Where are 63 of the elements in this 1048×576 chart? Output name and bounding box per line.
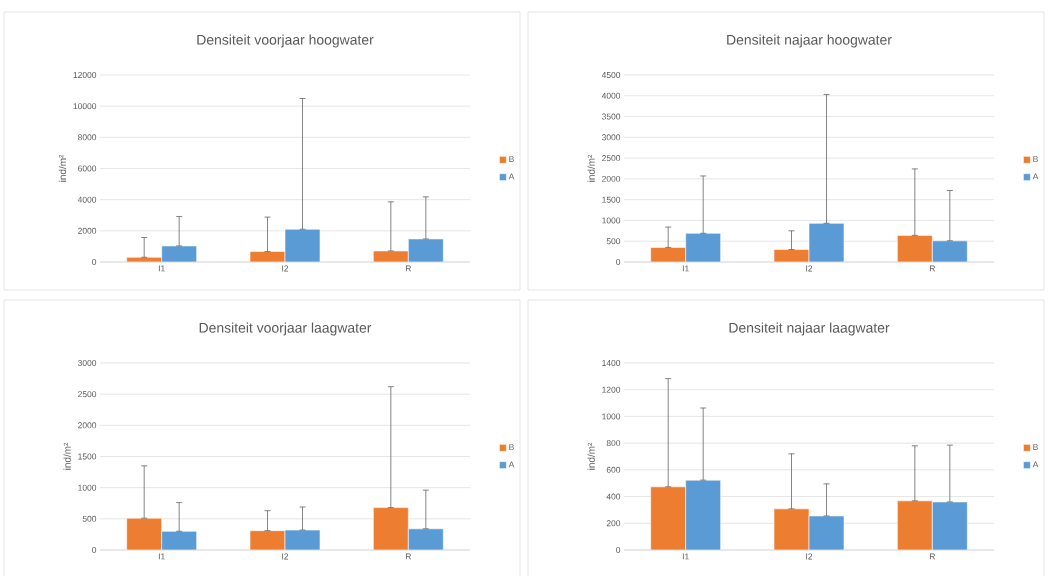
y-tick-label: 4000 (601, 92, 621, 99)
y-tick-label: 4000 (77, 196, 97, 203)
legend-label: A (1032, 461, 1039, 468)
x-tick-label: I1 (158, 553, 165, 560)
legend-label: A (1032, 173, 1039, 180)
y-tick-label: 1000 (602, 217, 621, 224)
x-tick-label: R (405, 553, 411, 560)
y-tick-label: 1200 (602, 386, 621, 393)
legend-label: B (509, 444, 514, 450)
x-tick-label: I2 (806, 265, 813, 272)
x-tick-label: I2 (806, 553, 813, 560)
y-tick-label: 2000 (78, 227, 97, 234)
bar (932, 501, 968, 550)
y-tick-label: 8000 (78, 134, 97, 141)
y-tick-label: 3000 (601, 134, 621, 141)
y-axis-title: ind/m² (587, 442, 595, 470)
x-tick-label: I2 (282, 553, 289, 560)
chart-title: Densiteit najaar hoogwater (727, 34, 892, 48)
y-tick-label: 12000 (73, 71, 97, 78)
y-tick-label: 10000 (73, 103, 97, 110)
legend-label: B (509, 156, 514, 162)
y-axis-title: ind/m² (587, 154, 595, 182)
y-tick-label: 500 (82, 515, 97, 522)
y-axis-title: ind/m² (58, 154, 67, 182)
y-tick-label: 400 (606, 493, 621, 500)
y-tick-label: 0 (92, 258, 97, 265)
chart-title: Densiteit voorjaar laagwater (199, 322, 372, 336)
bar (685, 479, 721, 550)
x-tick-label: R (929, 265, 935, 272)
chart-title: Densiteit voorjaar hoogwater (197, 34, 374, 48)
legend-label: A (508, 173, 515, 180)
y-tick-label: 6000 (78, 165, 97, 172)
chart-title: Densiteit najaar laagwater (729, 322, 890, 336)
y-tick-label: 0 (616, 546, 621, 553)
y-tick-label: 200 (606, 520, 621, 527)
y-tick-label: 0 (92, 546, 97, 553)
y-tick-label: 3000 (77, 360, 97, 366)
y-tick-label: 1400 (602, 359, 621, 366)
y-tick-label: 800 (606, 440, 621, 447)
y-tick-label: 3500 (601, 113, 621, 120)
x-tick-label: R (405, 265, 411, 272)
y-tick-label: 2500 (602, 155, 621, 162)
y-tick-label: 4500 (601, 72, 621, 78)
legend-label: B (1033, 156, 1038, 162)
legend-label: A (508, 461, 515, 468)
y-axis-title: ind/m² (63, 442, 71, 470)
y-tick-label: 2000 (602, 175, 621, 182)
x-tick-label: I1 (682, 265, 689, 272)
y-tick-label: 2500 (78, 391, 97, 398)
x-tick-label: I1 (682, 553, 689, 560)
y-tick-label: 1000 (602, 413, 621, 420)
x-tick-label: I1 (158, 265, 165, 272)
y-tick-label: 1500 (78, 453, 97, 460)
y-tick-label: 500 (606, 238, 621, 245)
y-tick-label: 600 (606, 466, 621, 473)
y-tick-label: 0 (616, 258, 621, 265)
y-tick-label: 1000 (78, 484, 97, 491)
bar (808, 515, 845, 550)
x-tick-label: I2 (282, 265, 289, 272)
y-tick-label: 1500 (602, 196, 621, 203)
x-tick-label: R (929, 553, 935, 560)
legend-label: B (1033, 444, 1038, 450)
y-tick-label: 2000 (78, 422, 97, 429)
